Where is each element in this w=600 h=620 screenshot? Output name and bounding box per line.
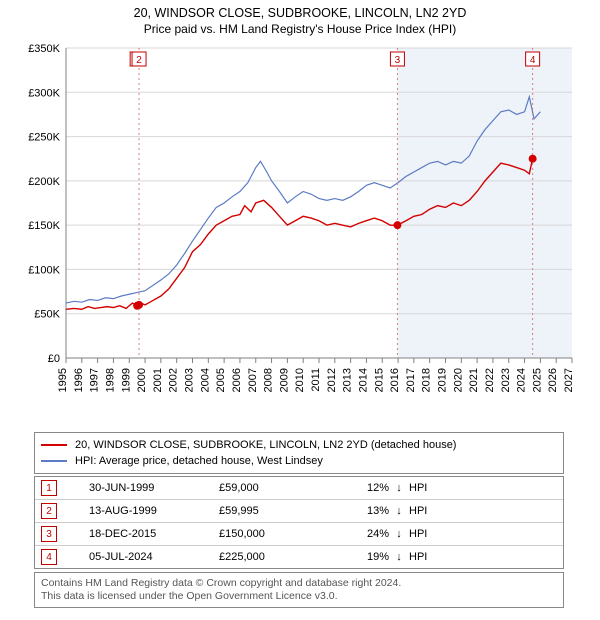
svg-text:2012: 2012 (326, 368, 338, 392)
transaction-row: 2 13-AUG-1999£59,99513%↓HPI (35, 500, 563, 523)
down-arrow-icon: ↓ (389, 528, 409, 540)
transaction-pct: 13% (329, 505, 389, 517)
svg-text:1999: 1999 (120, 368, 132, 392)
svg-text:2018: 2018 (421, 368, 433, 392)
svg-text:2017: 2017 (405, 368, 417, 392)
down-arrow-icon: ↓ (389, 505, 409, 517)
svg-text:2008: 2008 (263, 368, 275, 392)
svg-text:£150K: £150K (28, 220, 60, 232)
transaction-index-box: 2 (41, 503, 57, 519)
legend-item: 20, WINDSOR CLOSE, SUDBROOKE, LINCOLN, L… (41, 437, 557, 453)
svg-text:4: 4 (530, 55, 536, 66)
svg-text:2006: 2006 (231, 368, 243, 392)
svg-text:3: 3 (395, 55, 401, 66)
svg-text:£350K: £350K (28, 43, 60, 55)
svg-text:£300K: £300K (28, 87, 60, 99)
svg-text:2022: 2022 (484, 368, 496, 392)
svg-text:2014: 2014 (357, 368, 369, 392)
title-address: 20, WINDSOR CLOSE, SUDBROOKE, LINCOLN, L… (0, 6, 600, 20)
svg-text:2011: 2011 (310, 368, 322, 392)
svg-text:£100K: £100K (28, 264, 60, 276)
svg-text:2005: 2005 (215, 368, 227, 392)
svg-text:2007: 2007 (247, 368, 259, 392)
transaction-note: HPI (409, 528, 557, 540)
legend-item: HPI: Average price, detached house, West… (41, 453, 557, 469)
svg-text:2023: 2023 (500, 368, 512, 392)
down-arrow-icon: ↓ (389, 482, 409, 494)
down-arrow-icon: ↓ (389, 551, 409, 563)
footer-line2: This data is licensed under the Open Gov… (41, 590, 557, 603)
transaction-pct: 24% (329, 528, 389, 540)
svg-text:2021: 2021 (468, 368, 480, 392)
svg-text:1996: 1996 (73, 368, 85, 392)
transaction-pct: 19% (329, 551, 389, 563)
svg-text:2026: 2026 (547, 368, 559, 392)
svg-text:2027: 2027 (563, 368, 575, 392)
title-block: 20, WINDSOR CLOSE, SUDBROOKE, LINCOLN, L… (0, 0, 600, 36)
chart: £0 £50K £100K £150K £200K £250K £300K £350K 1995… (16, 38, 582, 418)
transaction-row: 4 05-JUL-2024£225,00019%↓HPI (35, 546, 563, 568)
svg-text:2019: 2019 (437, 368, 449, 392)
transaction-date: 30-JUN-1999 (89, 482, 219, 494)
transaction-row: 1 30-JUN-1999£59,00012%↓HPI (35, 477, 563, 500)
svg-text:2009: 2009 (278, 368, 290, 392)
transactions-table: 130-JUN-1999£59,00012%↓HPI213-AUG-1999£5… (34, 476, 564, 569)
transaction-pct: 12% (329, 482, 389, 494)
title-subtitle: Price paid vs. HM Land Registry's House … (0, 22, 600, 36)
transaction-price: £59,995 (219, 505, 329, 517)
svg-text:1995: 1995 (57, 368, 69, 392)
svg-text:2015: 2015 (373, 368, 385, 392)
chart-svg: £0 £50K £100K £150K £200K £250K £300K £350K 1995… (16, 38, 582, 418)
svg-text:£200K: £200K (28, 176, 60, 188)
svg-text:2003: 2003 (184, 368, 196, 392)
transaction-price: £150,000 (219, 528, 329, 540)
legend-label: 20, WINDSOR CLOSE, SUDBROOKE, LINCOLN, L… (75, 439, 456, 451)
transaction-note: HPI (409, 505, 557, 517)
svg-text:£50K: £50K (34, 309, 60, 321)
svg-text:2004: 2004 (199, 368, 211, 392)
transaction-price: £225,000 (219, 551, 329, 563)
footer-attribution: Contains HM Land Registry data © Crown c… (34, 572, 564, 608)
svg-text:1998: 1998 (104, 368, 116, 392)
svg-text:2002: 2002 (168, 368, 180, 392)
legend-label: HPI: Average price, detached house, West… (75, 455, 323, 467)
transaction-note: HPI (409, 551, 557, 563)
svg-text:2013: 2013 (342, 368, 354, 392)
svg-text:2025: 2025 (531, 368, 543, 392)
svg-text:2024: 2024 (516, 368, 528, 392)
svg-text:£250K: £250K (28, 132, 60, 144)
chart-page: 20, WINDSOR CLOSE, SUDBROOKE, LINCOLN, L… (0, 0, 600, 620)
legend: 20, WINDSOR CLOSE, SUDBROOKE, LINCOLN, L… (34, 432, 564, 474)
transaction-index-box: 1 (41, 480, 57, 496)
transaction-note: HPI (409, 482, 557, 494)
svg-text:2000: 2000 (136, 368, 148, 392)
transaction-date: 13-AUG-1999 (89, 505, 219, 517)
transaction-index-box: 3 (41, 526, 57, 542)
svg-text:2001: 2001 (152, 368, 164, 392)
transaction-date: 05-JUL-2024 (89, 551, 219, 563)
svg-text:2016: 2016 (389, 368, 401, 392)
transaction-price: £59,000 (219, 482, 329, 494)
svg-text:2020: 2020 (452, 368, 464, 392)
footer-line1: Contains HM Land Registry data © Crown c… (41, 577, 557, 590)
legend-swatch (41, 444, 67, 446)
svg-text:2010: 2010 (294, 368, 306, 392)
svg-text:2: 2 (136, 55, 142, 66)
transaction-row: 3 18-DEC-2015£150,00024%↓HPI (35, 523, 563, 546)
legend-swatch (41, 460, 67, 462)
transaction-index-box: 4 (41, 549, 57, 565)
svg-text:£0: £0 (48, 353, 60, 365)
svg-text:1997: 1997 (89, 368, 101, 392)
transaction-date: 18-DEC-2015 (89, 528, 219, 540)
